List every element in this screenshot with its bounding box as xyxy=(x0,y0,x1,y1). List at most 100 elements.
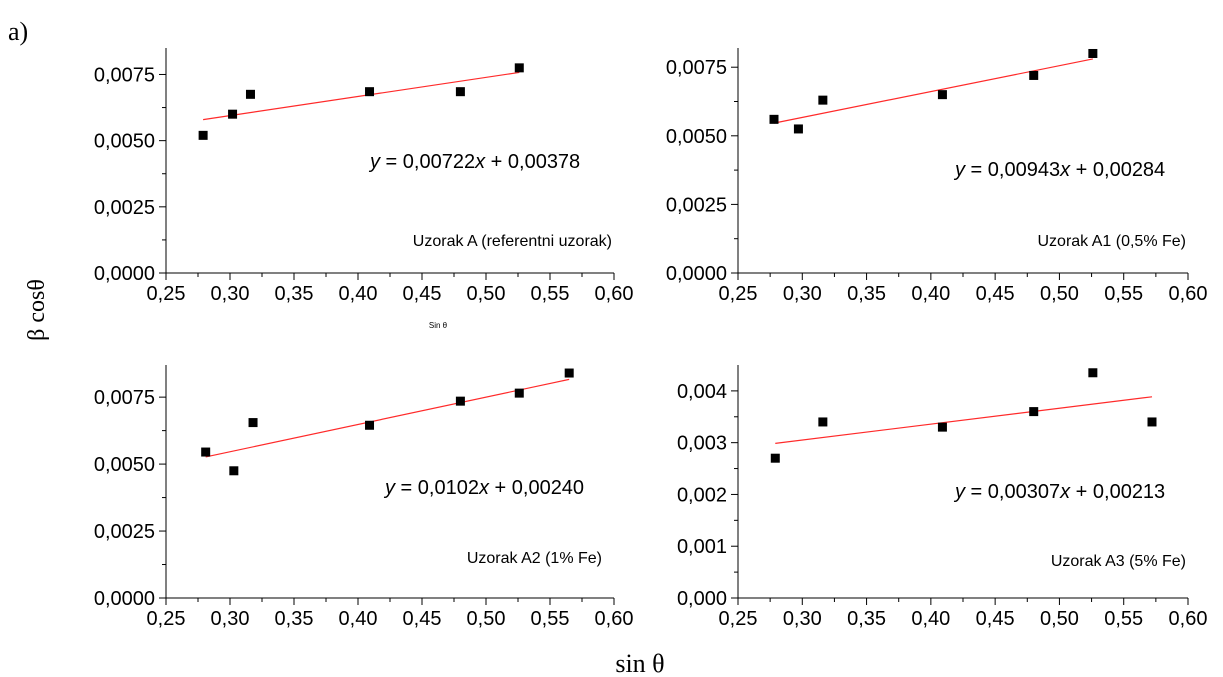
equation-term: = 0,0102 xyxy=(395,477,479,499)
equation-term: = 0,00722 xyxy=(380,151,475,173)
data-point xyxy=(1088,368,1098,378)
data-point xyxy=(229,466,239,476)
y-tick-label: 0,000 xyxy=(677,588,727,610)
y-tick-label: 0,0000 xyxy=(666,263,727,285)
sample-annotation: Uzorak A2 (1% Fe) xyxy=(467,550,602,567)
equation-variable: x xyxy=(478,477,490,499)
chart-panel-1: 0,25 0,30 0,35 0,40 0,45 0,50 0,55 0,60 0,0000 0,… xyxy=(94,48,634,330)
equation-variable: y xyxy=(383,477,396,499)
x-tick-label: 0,35 xyxy=(275,608,314,630)
y-tick-label: 0,0050 xyxy=(94,454,155,476)
data-point xyxy=(245,89,255,99)
data-point xyxy=(818,417,828,427)
y-tick-label: 0,0025 xyxy=(94,197,155,219)
y-tick-label: 0,0050 xyxy=(94,131,155,153)
data-point xyxy=(514,63,524,73)
y-tick-label: 0,0075 xyxy=(94,387,155,409)
x-tick-label: 0,50 xyxy=(1040,283,1079,305)
x-tick-label: 0,55 xyxy=(1104,283,1143,305)
data-point xyxy=(770,453,780,463)
data-point xyxy=(514,388,524,398)
equation-variable: x xyxy=(1059,481,1071,503)
x-tick-label: 0,55 xyxy=(1104,608,1143,630)
fit-line xyxy=(203,71,520,121)
chart-panel-3: 0,25 0,30 0,35 0,40 0,45 0,50 0,55 0,60 0,0000 0,… xyxy=(94,365,634,630)
equation-term: = 0,00943 xyxy=(965,159,1060,181)
x-tick-label: 0,30 xyxy=(783,283,822,305)
x-tick-label: 0,35 xyxy=(275,283,314,305)
data-point xyxy=(228,109,238,119)
y-tick-label: 0,003 xyxy=(677,433,727,455)
data-point xyxy=(248,418,258,428)
x-tick-label: 0,40 xyxy=(911,608,950,630)
data-point xyxy=(1147,417,1157,427)
equation-term: = 0,00307 xyxy=(965,481,1060,503)
fit-line xyxy=(775,396,1153,444)
equation-term: + 0,00284 xyxy=(1070,159,1165,181)
y-tick-label: 0,0050 xyxy=(666,126,727,148)
x-tick-label: 0,55 xyxy=(531,283,570,305)
data-point xyxy=(769,114,779,124)
x-tick-label: 0,30 xyxy=(783,608,822,630)
y-tick-label: 0,0075 xyxy=(666,57,727,79)
equation-variable: x xyxy=(1059,159,1071,181)
data-point xyxy=(564,368,574,378)
x-tick-label: 0,50 xyxy=(467,608,506,630)
x-tick-label: 0,25 xyxy=(719,283,758,305)
data-point xyxy=(455,396,465,406)
x-tick-label: 0,35 xyxy=(847,283,886,305)
equation-term: + 0,00378 xyxy=(485,151,580,173)
chart-panel-4: 0,25 0,30 0,35 0,40 0,45 0,50 0,55 0,60 0,000 0,0… xyxy=(677,365,1208,630)
chart-panel-2: 0,25 0,30 0,35 0,40 0,45 0,50 0,55 0,60 0,0000 0,… xyxy=(666,48,1207,305)
x-tick-label: 0,40 xyxy=(339,283,378,305)
data-point xyxy=(365,420,375,430)
x-tick-label: 0,30 xyxy=(211,608,250,630)
data-point xyxy=(198,130,208,140)
fit-line xyxy=(205,378,570,458)
x-tick-label: 0,45 xyxy=(976,608,1015,630)
y-tick-label: 0,0000 xyxy=(94,263,155,285)
equation-term: + 0,00240 xyxy=(489,477,584,499)
x-tick-label: 0,50 xyxy=(1040,608,1079,630)
x-tick-label: 0,25 xyxy=(719,608,758,630)
equation-variable: y xyxy=(368,151,381,173)
fit-equation: y = 0,00307x + 0,00213 xyxy=(953,481,1165,503)
x-tick-label: 0,40 xyxy=(911,283,950,305)
data-point xyxy=(455,87,465,97)
data-point xyxy=(1088,48,1098,58)
data-point xyxy=(937,422,947,432)
data-point xyxy=(937,90,947,100)
y-tick-label: 0,004 xyxy=(677,381,727,403)
sample-annotation: Uzorak A (referentni uzorak) xyxy=(413,233,612,250)
equation-variable: y xyxy=(953,481,966,503)
y-tick-label: 0,002 xyxy=(677,484,727,506)
data-point xyxy=(793,124,803,134)
x-tick-label: 0,55 xyxy=(531,608,570,630)
x-tick-label: 0,60 xyxy=(1169,608,1208,630)
data-point xyxy=(818,95,828,105)
panel-x-label: Sin θ xyxy=(429,321,448,330)
chart-panels: 0,25 0,30 0,35 0,40 0,45 0,50 0,55 0,600,00000,… xyxy=(94,48,1208,630)
y-tick-label: 0,0025 xyxy=(666,194,727,216)
x-tick-label: 0,60 xyxy=(595,608,634,630)
x-tick-label: 0,35 xyxy=(847,608,886,630)
data-point xyxy=(365,87,375,97)
equation-term: + 0,00213 xyxy=(1070,481,1165,503)
x-tick-label: 0,60 xyxy=(595,283,634,305)
x-tick-label: 0,45 xyxy=(403,608,442,630)
data-point xyxy=(201,447,211,457)
sample-annotation: Uzorak A3 (5% Fe) xyxy=(1051,553,1186,570)
x-tick-label: 0,45 xyxy=(403,283,442,305)
y-tick-label: 0,0025 xyxy=(94,521,155,543)
fit-equation: y = 0,00943x + 0,00284 xyxy=(953,159,1165,181)
panel-letter: a) xyxy=(8,17,28,46)
equation-variable: y xyxy=(953,159,966,181)
x-tick-label: 0,25 xyxy=(147,283,186,305)
x-tick-label: 0,45 xyxy=(976,283,1015,305)
y-tick-label: 0,0075 xyxy=(94,64,155,86)
x-tick-label: 0,25 xyxy=(147,608,186,630)
sample-annotation: Uzorak A1 (0,5% Fe) xyxy=(1038,233,1187,250)
x-tick-label: 0,30 xyxy=(211,283,250,305)
data-point xyxy=(1029,407,1039,417)
